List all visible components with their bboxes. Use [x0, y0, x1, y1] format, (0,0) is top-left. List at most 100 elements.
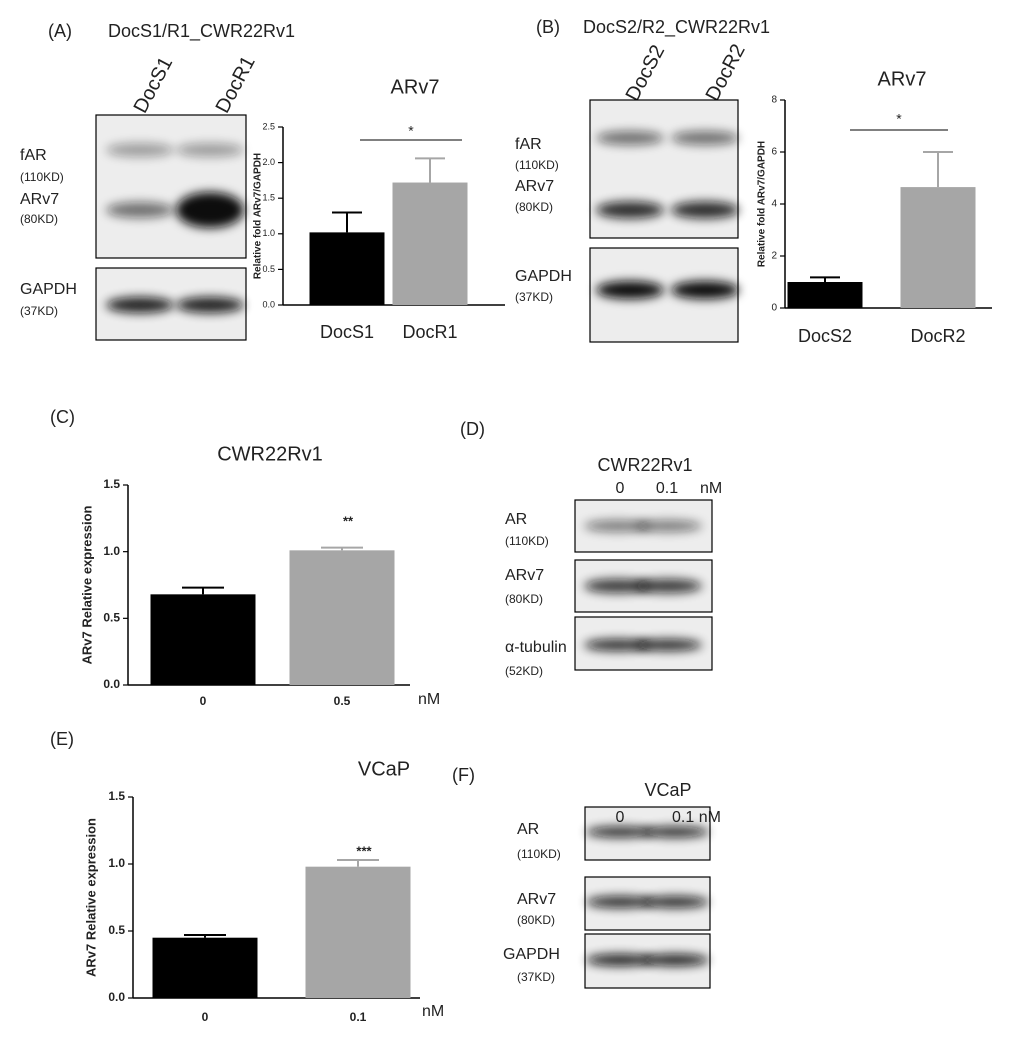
y-axis-label: Relative fold ARv7/GAPDH [253, 153, 264, 279]
y-tick-label: 6 [771, 147, 777, 158]
blot-band [641, 826, 709, 838]
blot-band [584, 520, 652, 532]
y-axis-label: ARv7 Relative expression [83, 818, 98, 977]
blot-band [641, 954, 709, 966]
y-tick-label: 1.0 [103, 544, 120, 558]
blot-band [586, 896, 654, 908]
blot-band [596, 281, 664, 299]
blot-label: AR [505, 511, 527, 528]
x-tick-label: DocR1 [402, 322, 457, 342]
y-tick-label: 2.5 [262, 121, 275, 131]
panel-label: (F) [452, 765, 475, 785]
y-tick-label: 0.0 [262, 299, 275, 309]
x-tick-label: DocR2 [910, 326, 965, 346]
blot-label: GAPDH [515, 268, 572, 285]
y-tick-label: 0.0 [103, 677, 120, 691]
blot-label: GAPDH [503, 946, 560, 963]
panel-label: (D) [460, 419, 485, 439]
blot-label: AR [517, 821, 539, 838]
panel-label: (C) [50, 407, 75, 427]
chart-title: VCaP [358, 758, 410, 780]
blot-title: CWR22Rv1 [597, 455, 692, 475]
lane-label: 0 [616, 809, 625, 826]
blot-label: (110KD) [515, 158, 559, 172]
blot-band [671, 201, 739, 219]
bar [787, 282, 863, 308]
y-tick-label: 1.0 [108, 856, 125, 870]
y-tick-label: 1.5 [103, 477, 120, 491]
blot-label: ARv7 [515, 178, 554, 195]
lane-unit: nM [700, 480, 722, 497]
x-tick-label: 0 [200, 694, 207, 708]
blot-band [176, 297, 244, 313]
blot-band [634, 579, 702, 593]
bar [305, 866, 411, 998]
blot-band [586, 954, 654, 966]
blot-band [596, 201, 664, 219]
blot-label: (37KD) [515, 290, 553, 304]
bar [309, 232, 385, 305]
lane-label: 0.1 [656, 480, 678, 497]
panel-title: DocS1/R1_CWR22Rv1 [108, 21, 295, 42]
blot-band [106, 297, 174, 313]
y-axis-label: ARv7 Relative expression [79, 505, 94, 664]
blot-band [671, 131, 739, 145]
x-tick-label: 0 [202, 1010, 209, 1024]
x-tick-label: 0.1 [350, 1010, 367, 1024]
blot-band [584, 639, 652, 651]
y-tick-label: 0.5 [108, 923, 125, 937]
blot-label: (110KD) [505, 534, 549, 548]
y-tick-label: 2 [771, 251, 777, 262]
blot-label: (37KD) [20, 304, 58, 318]
panel-label: (A) [48, 21, 72, 41]
lane-label: 0.1 nM [672, 809, 721, 826]
lane-label: 0 [616, 480, 625, 497]
blot-band [106, 143, 174, 157]
blot-band [176, 192, 244, 228]
y-tick-label: 4 [771, 199, 777, 210]
chart-title: ARv7 [391, 76, 440, 98]
y-tick-label: 0.5 [262, 264, 275, 274]
y-tick-label: 0 [771, 303, 777, 314]
blot-label: fAR [515, 136, 542, 153]
blot-band [671, 281, 739, 299]
bar [900, 187, 976, 308]
blot-label: ARv7 [505, 567, 544, 584]
blot-band [586, 826, 654, 838]
blot-label: (80KD) [20, 212, 58, 226]
blot-band [176, 143, 244, 157]
blot-label: (52KD) [505, 664, 543, 678]
bar [152, 937, 258, 998]
x-tick-label: 0.5 [334, 694, 351, 708]
bar [289, 550, 395, 685]
panel-label: (B) [536, 17, 560, 37]
blot-label: ARv7 [517, 891, 556, 908]
x-unit: nM [422, 1003, 444, 1020]
blot-band [634, 639, 702, 651]
y-tick-label: 2.0 [262, 157, 275, 167]
blot-label: (80KD) [515, 200, 553, 214]
y-tick-label: 1.0 [262, 228, 275, 238]
chart-title: ARv7 [878, 68, 927, 90]
x-tick-label: DocS2 [798, 326, 852, 346]
lane-label: DocS1 [130, 53, 178, 116]
blot-label: GAPDH [20, 281, 77, 298]
lane-label: DocR1 [212, 53, 260, 117]
significance: * [408, 123, 414, 139]
panel-title: DocS2/R2_CWR22Rv1 [583, 17, 770, 38]
blot-band [641, 896, 709, 908]
significance: *** [356, 843, 372, 858]
y-tick-label: 0.0 [108, 990, 125, 1004]
blot-label: (80KD) [505, 592, 543, 606]
y-axis-label: Relative fold ARv7/GAPDH [757, 141, 768, 267]
blot-label: fAR [20, 147, 47, 164]
y-tick-label: 1.5 [108, 789, 125, 803]
blot-band [596, 131, 664, 145]
significance: * [896, 111, 902, 127]
y-tick-label: 0.5 [103, 611, 120, 625]
blot-label: (80KD) [517, 913, 555, 927]
blot-label: ARv7 [20, 191, 59, 208]
chart-title: CWR22Rv1 [217, 443, 323, 465]
blot-band [584, 579, 652, 593]
